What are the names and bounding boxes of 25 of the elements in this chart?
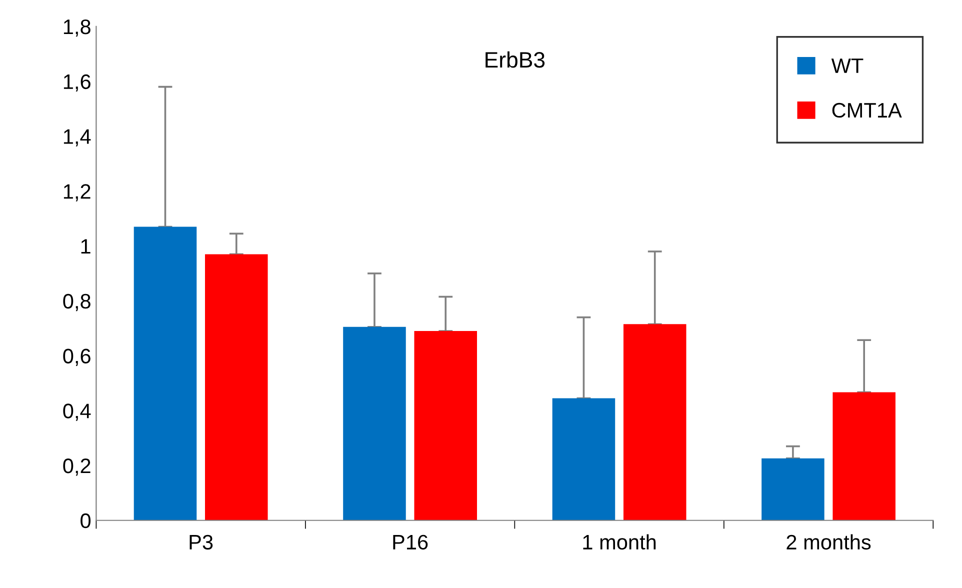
bar: [832, 392, 896, 520]
legend-label: CMT1A: [832, 102, 902, 118]
y-tick-label: 1,8: [64, 19, 90, 37]
y-tick-label: 0: [80, 513, 91, 528]
y-tick-label: 0,8: [63, 294, 90, 312]
y-tick-label: 1: [81, 239, 90, 254]
x-tick-label: 1 month: [583, 534, 656, 550]
bar: [762, 458, 824, 520]
y-tick-label: 0,2: [63, 458, 90, 476]
bar: [205, 254, 268, 520]
bar: [414, 331, 478, 520]
legend-label: WT: [831, 58, 864, 73]
bar: [552, 398, 616, 520]
x-tick-label: P16: [393, 534, 428, 550]
text: ErbB3: [486, 51, 545, 68]
bar: [134, 226, 197, 520]
y-tick-label: 0,4: [63, 404, 91, 421]
y-tick-label: 1,4: [64, 129, 91, 146]
bar: [343, 326, 406, 520]
x-tick-label: 2 months: [786, 534, 871, 550]
y-tick-label: 1,2: [64, 184, 90, 202]
bar: [623, 324, 686, 520]
y-tick-label: 1,6: [64, 74, 90, 92]
y-tick-label: 0,6: [63, 348, 90, 366]
x-tick-label: P3: [190, 534, 213, 550]
